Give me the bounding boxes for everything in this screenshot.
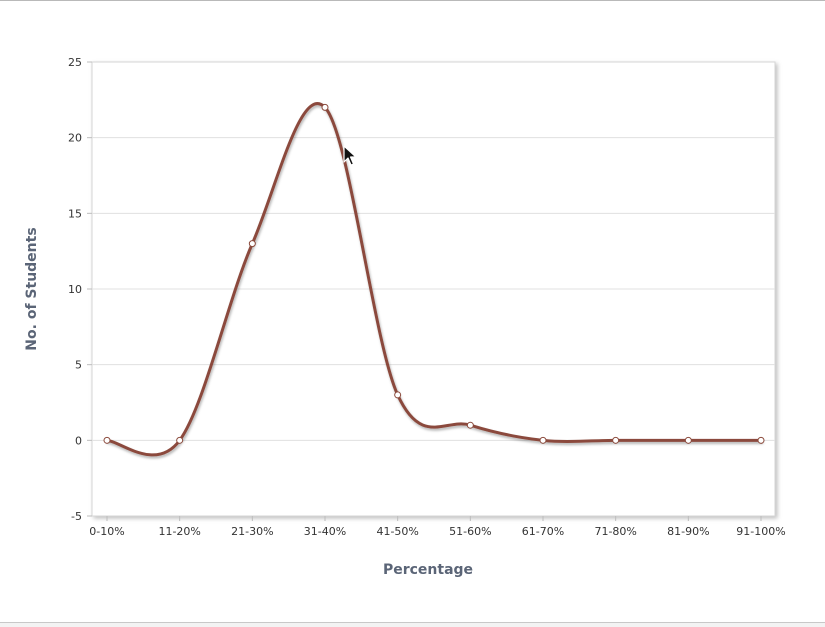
x-tick-label: 0-10% xyxy=(89,525,124,538)
data-point xyxy=(466,421,474,429)
x-axis-title: Percentage xyxy=(383,562,473,578)
y-tick-label: 10 xyxy=(68,283,82,296)
y-tick-label: 15 xyxy=(68,207,82,220)
y-tick-label: -5 xyxy=(71,510,82,523)
data-point xyxy=(248,240,256,248)
x-tick-label: 51-60% xyxy=(449,525,491,538)
x-tick-label: 91-100% xyxy=(736,525,785,538)
y-tick-label: 25 xyxy=(68,56,82,69)
data-point xyxy=(103,436,111,444)
y-axis-ticks: -5 0 5 10 15 20 25 xyxy=(68,56,92,523)
x-tick-label: 81-90% xyxy=(667,525,709,538)
x-tick-label: 31-40% xyxy=(304,525,346,538)
data-point xyxy=(539,436,547,444)
mouse-pointer-icon xyxy=(343,145,357,166)
y-tick-label: 0 xyxy=(75,434,82,447)
data-point xyxy=(757,436,765,444)
data-point xyxy=(394,391,402,399)
y-tick-label: 5 xyxy=(75,359,82,372)
x-tick-label: 11-20% xyxy=(158,525,200,538)
x-axis-ticks: 0-10% 11-20% 21-30% 31-40% 41-50% 51-60% 61-70… xyxy=(89,516,786,538)
x-tick-label: 41-50% xyxy=(376,525,418,538)
x-tick-label: 71-80% xyxy=(594,525,636,538)
window-bottom-edge xyxy=(0,622,825,627)
data-point xyxy=(321,103,329,111)
x-tick-label: 21-30% xyxy=(231,525,273,538)
data-point xyxy=(176,436,184,444)
y-tick-label: 20 xyxy=(68,132,82,145)
x-tick-label: 61-70% xyxy=(522,525,564,538)
data-points xyxy=(103,103,765,444)
data-point xyxy=(684,436,692,444)
y-axis-title: No. of Students xyxy=(24,227,40,350)
data-point xyxy=(612,436,620,444)
